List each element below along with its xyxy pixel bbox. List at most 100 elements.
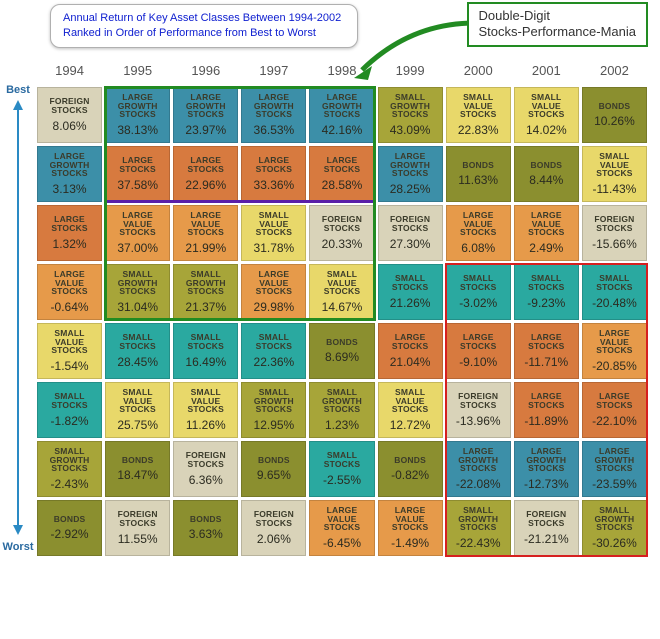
grid-cell: LARGE VALUE STOCKS6.08% xyxy=(446,205,511,261)
cell-value: -12.73% xyxy=(524,477,569,491)
cell-label: SMALL VALUE STOCKS xyxy=(324,270,360,297)
grid-cell: LARGE GROWTH STOCKS36.53% xyxy=(241,87,306,143)
grid-cell: SMALL STOCKS16.49% xyxy=(173,323,238,379)
axis-label-best: Best xyxy=(0,84,36,96)
grid-cell: FOREIGN STOCKS11.55% xyxy=(105,500,170,556)
cell-label: SMALL VALUE STOCKS xyxy=(392,388,428,415)
cell-label: BONDS xyxy=(190,515,222,524)
cell-label: LARGE GROWTH STOCKS xyxy=(458,447,498,474)
cell-value: -6.45% xyxy=(323,536,361,550)
year-header: 1995 xyxy=(105,59,170,84)
cell-value: 18.47% xyxy=(117,468,158,482)
cell-label: LARGE STOCKS xyxy=(528,333,564,351)
cell-label: LARGE STOCKS xyxy=(188,156,224,174)
cell-value: -9.23% xyxy=(527,296,565,310)
cell-label: SMALL VALUE STOCKS xyxy=(188,388,224,415)
cell-value: -9.10% xyxy=(459,355,497,369)
cell-value: 8.06% xyxy=(53,119,87,133)
grid-cell: SMALL STOCKS-2.55% xyxy=(309,441,374,497)
grid-cell: FOREIGN STOCKS 8.06% xyxy=(37,87,102,143)
grid-cell: LARGE STOCKS37.58% xyxy=(105,146,170,202)
title-box: Annual Return of Key Asset Classes Betwe… xyxy=(50,4,358,48)
axis-line xyxy=(17,108,19,527)
cell-value: -3.02% xyxy=(459,296,497,310)
axis-label-worst: Worst xyxy=(0,541,36,553)
cell-label: SMALL VALUE STOCKS xyxy=(596,152,632,179)
title-line-2: Ranked in Order of Performance from Best… xyxy=(63,26,341,41)
cell-label: FOREIGN STOCKS xyxy=(322,215,362,233)
cell-value: 33.36% xyxy=(254,178,295,192)
grid-cell: LARGE VALUE STOCKS -20.85% xyxy=(582,323,647,379)
cell-value: 25.75% xyxy=(117,418,158,432)
cell-label: SMALL VALUE STOCKS xyxy=(256,211,292,238)
grid-cell: LARGE STOCKS -9.10% xyxy=(446,323,511,379)
cell-value: 21.26% xyxy=(390,296,431,310)
cell-label: LARGE STOCKS xyxy=(528,392,564,410)
year-header: 2001 xyxy=(514,59,579,84)
arrow-down-icon xyxy=(13,525,23,535)
cell-value: -15.66% xyxy=(592,237,637,251)
cell-value: 22.83% xyxy=(458,123,499,137)
cell-value: 42.16% xyxy=(322,123,363,137)
grid-cell: FOREIGN STOCKS6.36% xyxy=(173,441,238,497)
grid-cell: SMALL GROWTH STOCKS-30.26% xyxy=(582,500,647,556)
cell-label: SMALL STOCKS xyxy=(528,274,564,292)
grid-cell: SMALL STOCKS -9.23% xyxy=(514,264,579,320)
cell-value: 12.95% xyxy=(254,418,295,432)
returns-grid: 199419951996199719981999200020012002 FOR… xyxy=(34,56,650,559)
cell-label: BONDS xyxy=(394,456,426,465)
cell-value: 22.36% xyxy=(254,355,295,369)
grid-cell: LARGE VALUE STOCKS37.00% xyxy=(105,205,170,261)
cell-value: 31.04% xyxy=(117,300,158,314)
cell-label: SMALL STOCKS xyxy=(51,392,87,410)
cell-label: FOREIGN STOCKS xyxy=(49,97,89,115)
cell-label: SMALL GROWTH STOCKS xyxy=(390,93,430,120)
cell-label: LARGE GROWTH STOCKS xyxy=(594,447,634,474)
cell-label: FOREIGN STOCKS xyxy=(526,510,566,528)
grid-cell: LARGE STOCKS-11.71% xyxy=(514,323,579,379)
cell-label: FOREIGN STOCKS xyxy=(254,510,294,528)
cell-label: SMALL VALUE STOCKS xyxy=(460,93,496,120)
grid-cell: SMALL VALUE STOCKS 22.83% xyxy=(446,87,511,143)
cell-label: LARGE VALUE STOCKS xyxy=(596,329,632,356)
cell-value: -20.85% xyxy=(592,359,637,373)
cell-value: -21.21% xyxy=(524,532,569,546)
cell-label: FOREIGN STOCKS xyxy=(458,392,498,410)
cell-label: SMALL GROWTH STOCKS xyxy=(322,388,362,415)
grid-cell: FOREIGN STOCKS -13.96% xyxy=(446,382,511,438)
cell-value: 28.25% xyxy=(390,182,431,196)
cell-value: 10.26% xyxy=(594,114,635,128)
cell-value: 9.65% xyxy=(257,468,291,482)
year-header: 2002 xyxy=(582,59,647,84)
cell-value: 8.69% xyxy=(325,350,359,364)
grid-cell: BONDS10.26% xyxy=(582,87,647,143)
grid-cell: FOREIGN STOCKS27.30% xyxy=(378,205,443,261)
cell-value: 28.58% xyxy=(322,178,363,192)
cell-value: 28.45% xyxy=(117,355,158,369)
grid-cell: FOREIGN STOCKS-15.66% xyxy=(582,205,647,261)
cell-label: LARGE STOCKS xyxy=(460,333,496,351)
cell-label: LARGE VALUE STOCKS xyxy=(256,270,292,297)
year-header: 1994 xyxy=(37,59,102,84)
cell-label: SMALL STOCKS xyxy=(188,333,224,351)
grid-cell: LARGE STOCKS28.58% xyxy=(309,146,374,202)
cell-label: BONDS xyxy=(530,161,562,170)
cell-label: LARGE VALUE STOCKS xyxy=(528,211,564,238)
cell-label: SMALL VALUE STOCKS xyxy=(528,93,564,120)
cell-value: 21.04% xyxy=(390,355,431,369)
cell-value: -2.92% xyxy=(51,527,89,541)
cell-value: -13.96% xyxy=(456,414,501,428)
cell-value: 38.13% xyxy=(117,123,158,137)
cell-value: 2.06% xyxy=(257,532,291,546)
cell-label: BONDS xyxy=(326,338,358,347)
grid-cell: SMALL VALUE STOCKS14.02% xyxy=(514,87,579,143)
cell-value: 1.32% xyxy=(53,237,87,251)
cell-value: 2.49% xyxy=(529,241,563,255)
cell-value: 1.23% xyxy=(325,418,359,432)
grid-cell: LARGE GROWTH STOCKS-12.73% xyxy=(514,441,579,497)
cell-value: 3.63% xyxy=(189,527,223,541)
grid-cell: SMALL GROWTH STOCKS 1.23% xyxy=(309,382,374,438)
cell-value: -1.49% xyxy=(391,536,429,550)
grid-cell: SMALL GROWTH STOCKS12.95% xyxy=(241,382,306,438)
grid-cell: SMALL VALUE STOCKS-1.54% xyxy=(37,323,102,379)
